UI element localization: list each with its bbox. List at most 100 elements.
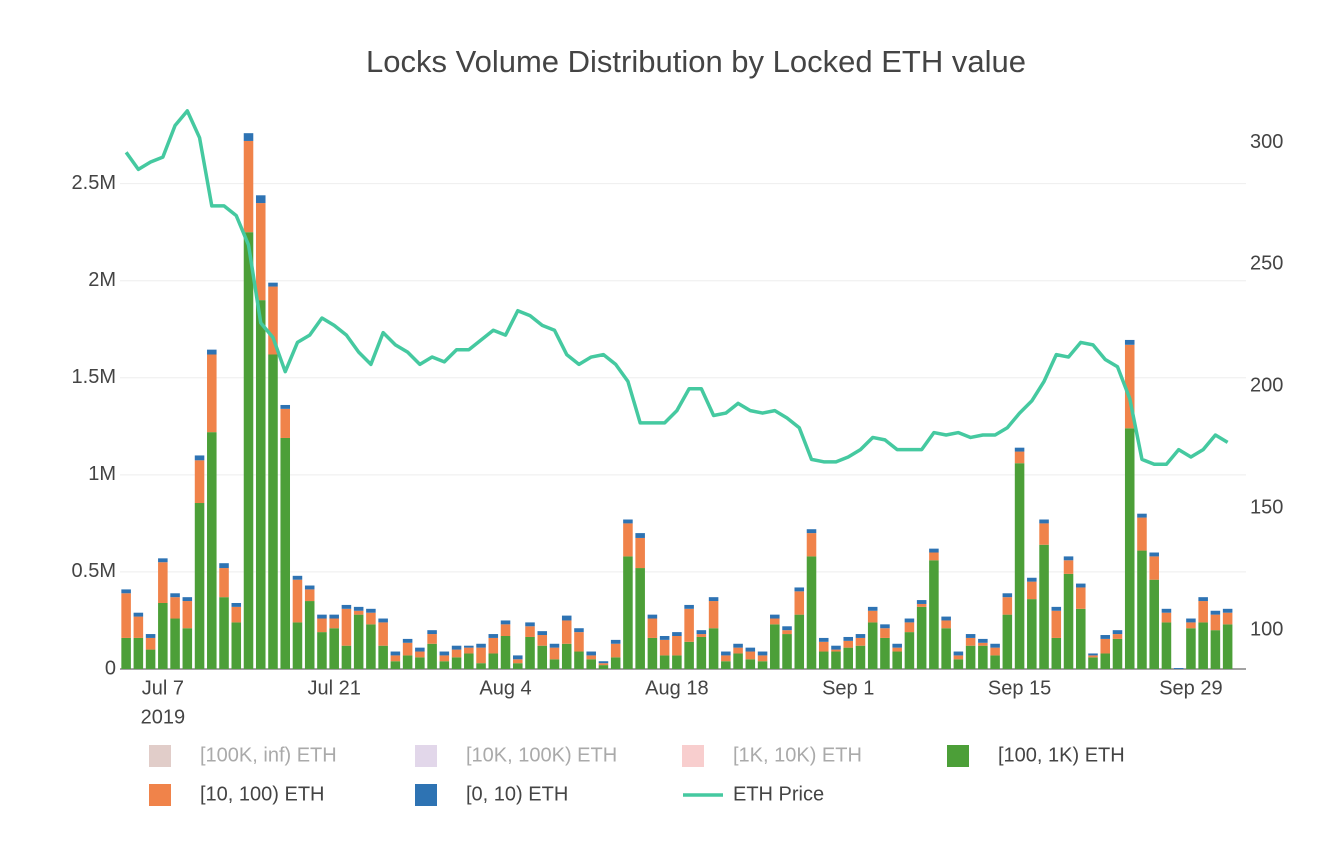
bar-segment: [892, 651, 902, 669]
legend-label: [100K, inf) ETH: [200, 744, 337, 766]
legend-label: [1K, 10K) ETH: [733, 744, 862, 766]
bar-segment: [1186, 628, 1196, 669]
bar-segment: [916, 603, 927, 607]
legend-label: [10K, 100K) ETH: [466, 744, 617, 766]
bar-segment: [488, 634, 499, 638]
bar-segment: [855, 637, 866, 646]
bar-segment: [537, 635, 548, 646]
x-tick-label: Jul 7: [142, 677, 184, 699]
y2-tick-label: 250: [1250, 253, 1283, 275]
bar-segment: [843, 640, 854, 648]
bar-segment: [133, 612, 144, 617]
bar-segment: [1149, 579, 1159, 669]
bar-segment: [268, 286, 278, 355]
y-tick-label: 2M: [88, 269, 116, 291]
bar-segment: [1063, 560, 1074, 574]
bar-segment: [1186, 618, 1196, 623]
bar-segment: [1210, 610, 1221, 615]
bar-segment: [1112, 638, 1123, 669]
price-line: [124, 109, 1229, 467]
bar-segment: [892, 647, 902, 652]
chart-title: Locks Volume Distribution by Locked ETH …: [366, 44, 1026, 79]
bar-segment: [880, 628, 890, 638]
bar-segment: [598, 665, 609, 669]
bar-segment: [561, 620, 572, 644]
bar-segment: [1137, 513, 1147, 518]
bar-segment: [733, 653, 743, 669]
bar-segment: [586, 651, 596, 656]
y-tick-label: 1.5M: [72, 366, 116, 388]
y-tick-label: 1M: [88, 463, 116, 485]
legend-label: [10, 100) ETH: [200, 783, 325, 805]
bar-segment: [1075, 608, 1086, 669]
bar-segment: [647, 637, 658, 669]
bar-segment: [880, 624, 890, 629]
bar-segment: [770, 618, 780, 625]
bar-segment: [1039, 544, 1049, 669]
bar-segment: [1063, 573, 1074, 669]
bar-segment: [745, 659, 756, 669]
bar-segment: [341, 645, 352, 669]
bar-segment: [1149, 556, 1159, 580]
bar-segment: [500, 624, 511, 636]
bar-segment: [880, 637, 890, 669]
bar-segment: [292, 622, 303, 669]
bar-segment: [635, 533, 645, 538]
bar-segment: [855, 645, 866, 669]
bar-segment: [182, 597, 193, 602]
bar-segment: [366, 608, 376, 613]
bar-segment: [610, 643, 621, 658]
bar-segment: [794, 614, 805, 669]
bar-segment: [1051, 606, 1062, 611]
bar-segment: [745, 647, 756, 652]
bar-segment: [818, 651, 829, 669]
bar-segment: [231, 622, 242, 669]
bar-segment: [390, 655, 401, 662]
bar-segment: [182, 601, 193, 629]
bar-segment: [1210, 630, 1221, 669]
bar-segment: [1198, 601, 1208, 623]
bar-segment: [586, 659, 596, 669]
bar-segment: [1149, 552, 1159, 557]
bar-segment: [329, 618, 339, 629]
bar-segment: [464, 647, 474, 654]
bar-segment: [1014, 463, 1025, 669]
bar-segment: [708, 601, 719, 629]
y-tick-label: 2.5M: [72, 172, 116, 194]
bar-segment: [1027, 577, 1037, 582]
bar-segment: [255, 195, 266, 204]
bar-segment: [317, 618, 327, 633]
bar-segment: [672, 632, 682, 636]
legend-label: [100, 1K) ETH: [998, 744, 1125, 766]
bar-segment: [696, 636, 707, 669]
bar-segment: [867, 622, 878, 669]
bar-segment: [304, 601, 315, 669]
bar-segment: [451, 645, 462, 650]
bar-segment: [867, 606, 878, 611]
bar-segment: [1161, 612, 1172, 623]
bar-segment: [1088, 655, 1098, 658]
bar-segment: [525, 622, 535, 627]
bar-segment: [292, 575, 303, 580]
bar-segment: [390, 651, 401, 656]
bar-segment: [464, 645, 474, 648]
bar-segment: [268, 354, 278, 669]
bar-segment: [402, 642, 413, 656]
bar-segment: [721, 655, 731, 662]
bar-segment: [378, 645, 388, 669]
bar-segment: [659, 635, 670, 640]
bar-segment: [757, 655, 768, 662]
bar-segment: [721, 651, 731, 656]
bar-segment: [806, 556, 817, 669]
bar-segment: [415, 657, 425, 669]
bar-segment: [1027, 599, 1037, 669]
bar-segment: [415, 647, 425, 652]
bar-segment: [1100, 653, 1111, 669]
bar-segment: [512, 663, 523, 669]
bar-segment: [904, 632, 915, 669]
bar-segment: [1039, 523, 1049, 545]
bar-segment: [549, 647, 560, 660]
bar-segment: [1112, 630, 1123, 635]
bar-segment: [366, 624, 376, 669]
bar-segment: [255, 203, 266, 301]
